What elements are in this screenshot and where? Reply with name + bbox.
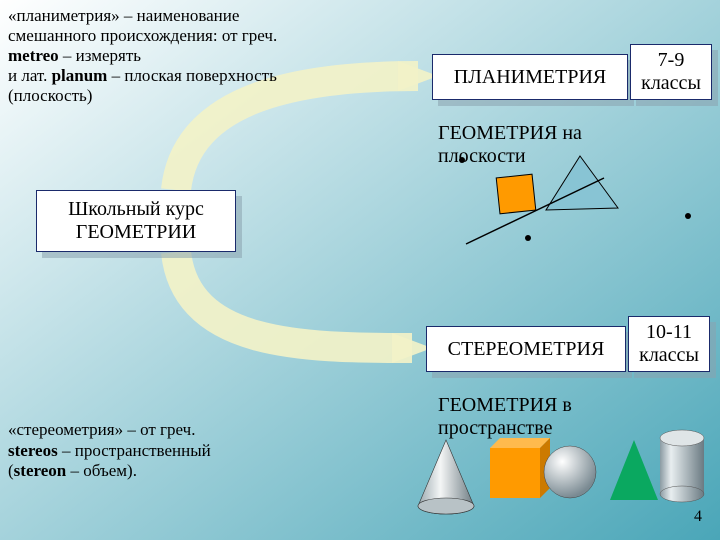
space-shapes xyxy=(0,0,720,540)
